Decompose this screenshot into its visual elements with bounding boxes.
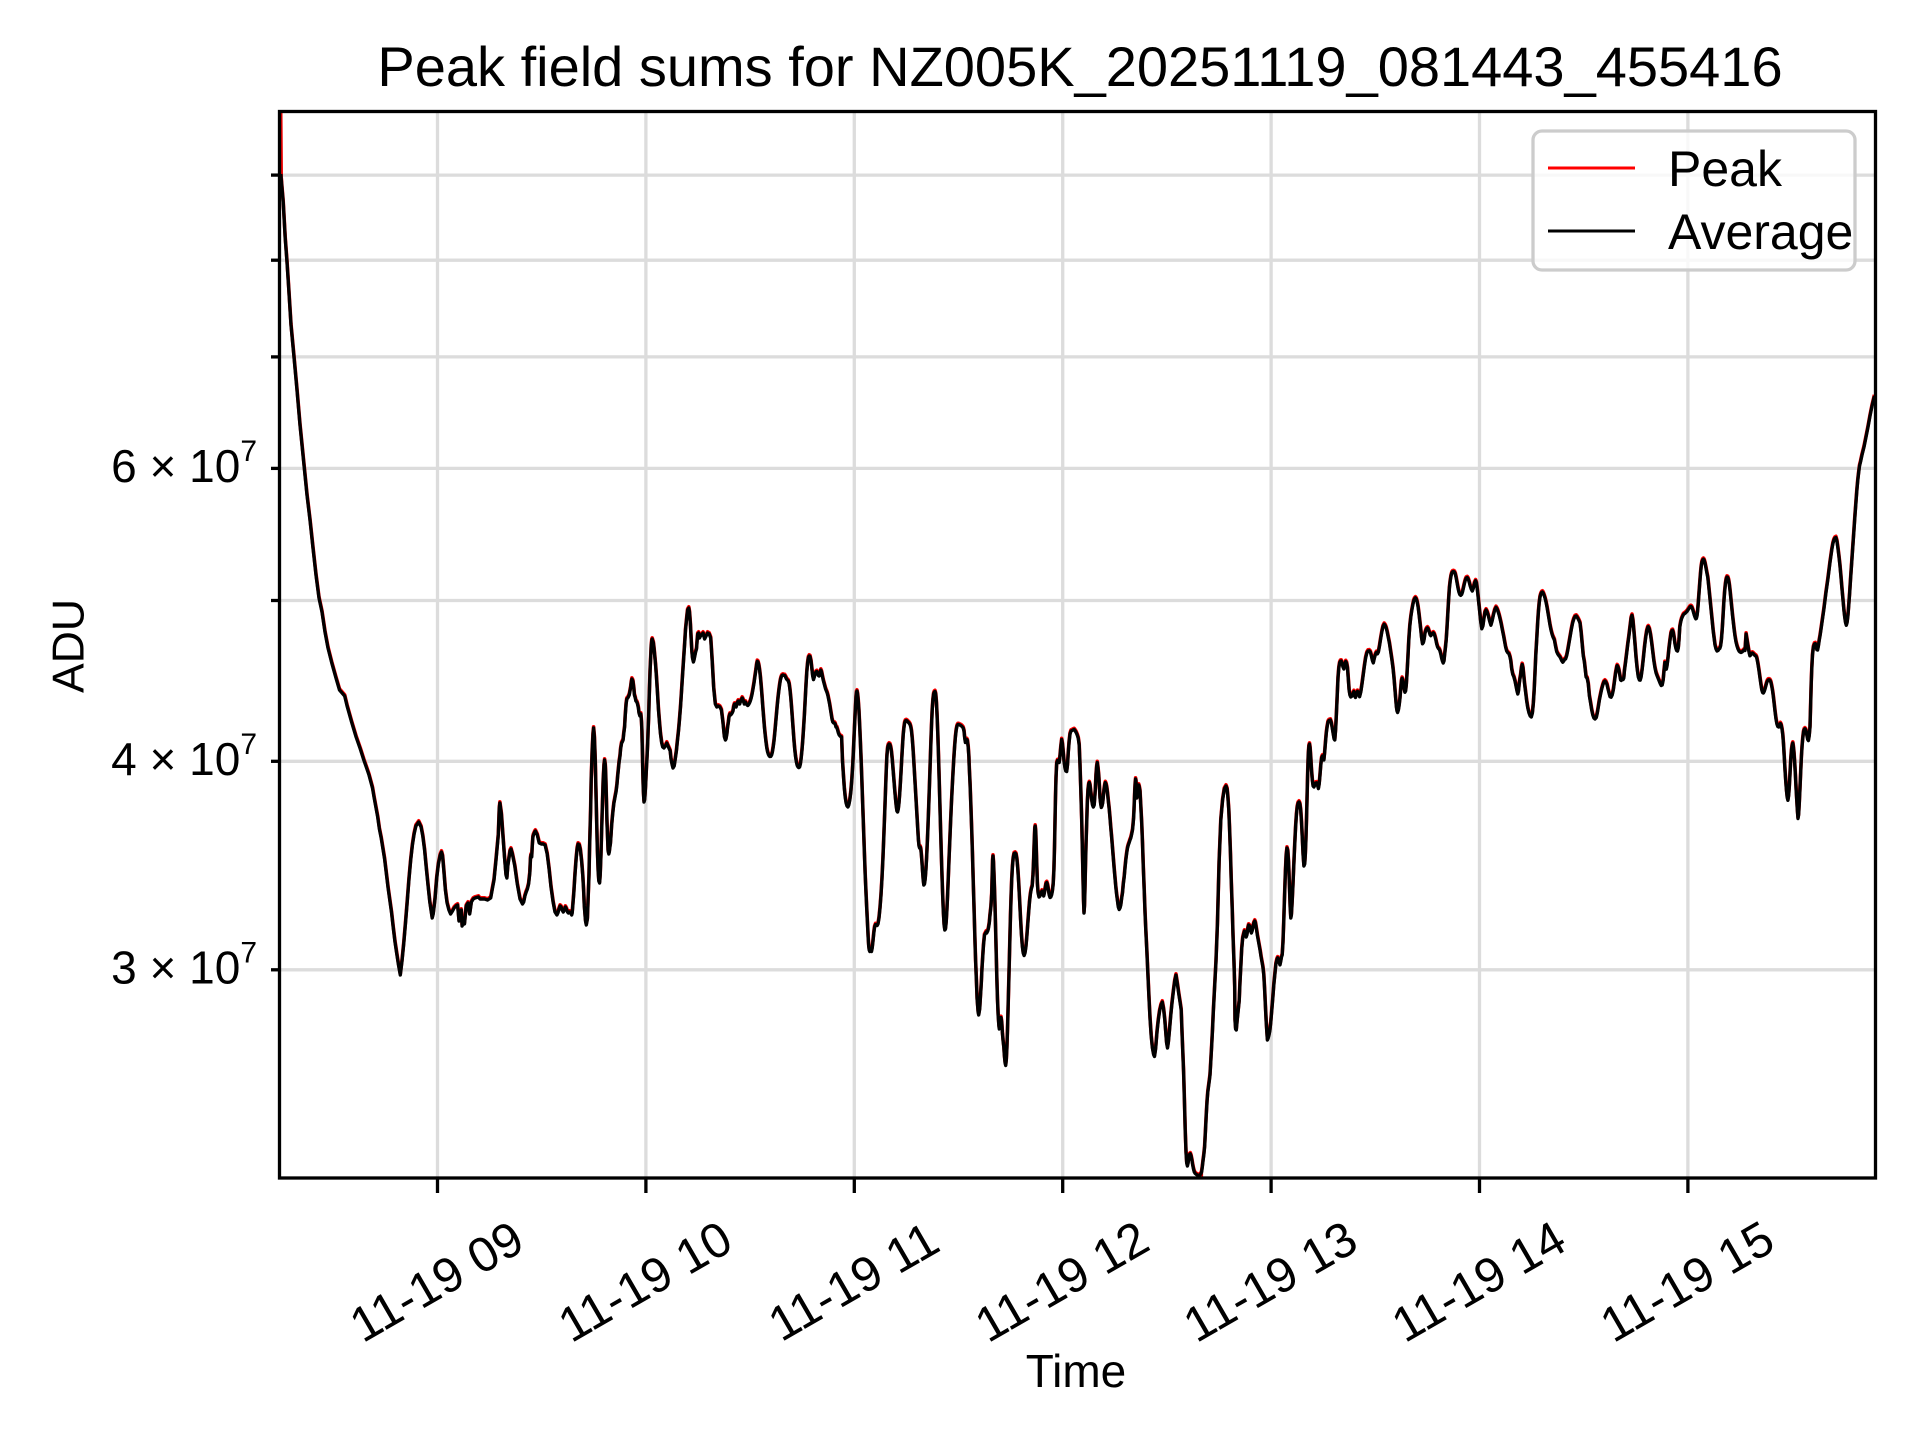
- svg-text:3 × 107: 3 × 107: [111, 936, 257, 993]
- svg-text:ADU: ADU: [45, 599, 94, 693]
- svg-text:Time: Time: [1026, 1345, 1127, 1397]
- svg-text:6 × 107: 6 × 107: [111, 435, 257, 492]
- svg-text:Peak field sums for NZ005K_202: Peak field sums for NZ005K_20251119_0814…: [377, 35, 1782, 98]
- svg-text:4 × 107: 4 × 107: [111, 728, 257, 785]
- svg-text:Average: Average: [1668, 204, 1853, 260]
- svg-text:Peak: Peak: [1668, 141, 1783, 197]
